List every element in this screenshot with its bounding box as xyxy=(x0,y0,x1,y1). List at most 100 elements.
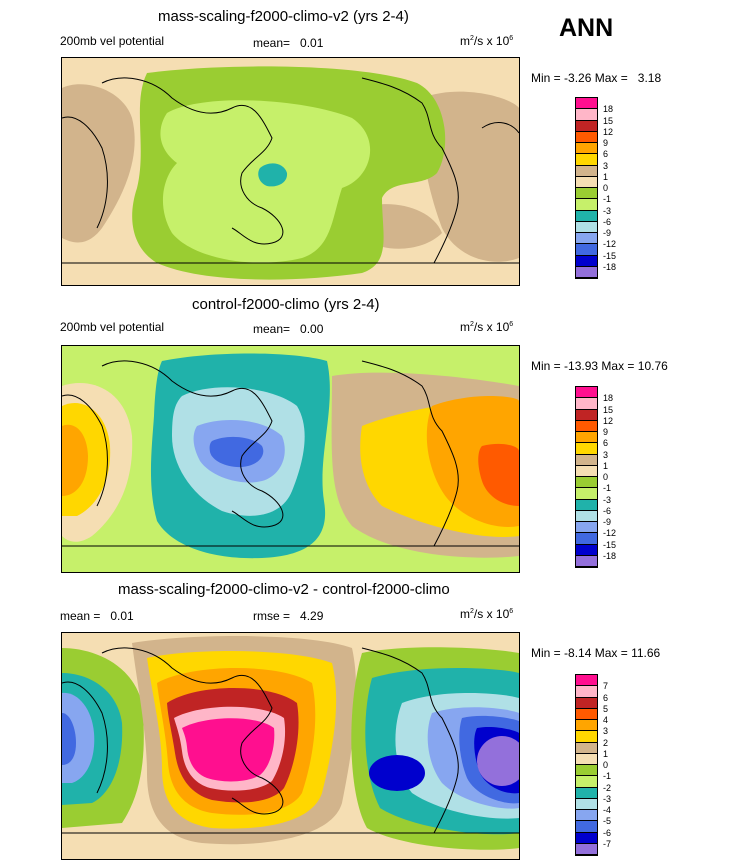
panel2-colorbar-label: -6 xyxy=(603,505,612,516)
panel3-minmax: Min = -8.14 Max = 11.66 xyxy=(531,646,661,660)
panel2-colorbar-label: 6 xyxy=(603,438,609,449)
panel3-colorbar-box xyxy=(576,843,597,855)
panel2-colorbar-label: 15 xyxy=(603,404,614,415)
panel1-contour-tan-west xyxy=(62,84,135,243)
panel1-mean-value: 0.01 xyxy=(300,36,324,50)
panel3-colorbar-label: -6 xyxy=(603,827,612,838)
panel2-colorbar-box xyxy=(576,443,597,455)
panel2-colorbar-box xyxy=(576,387,597,399)
panel3-contour-east-purple xyxy=(477,736,519,786)
panel1-colorbar-box xyxy=(576,176,597,188)
panel2-colorbar-box xyxy=(576,409,597,421)
panel2-mean: mean= 0.00 xyxy=(253,322,323,336)
panel1-colorbar-box xyxy=(576,255,597,267)
panel2-contour-west-orange2 xyxy=(62,424,88,496)
panel3-rmse-value: 4.29 xyxy=(300,609,324,623)
panel2-colorbar-box xyxy=(576,477,597,489)
panel2-colorbar-box xyxy=(576,454,597,466)
panel3-colorbar: 7 6 5 4 3 2 1 0 -1 -2 -3 -4 -5 -6 -7 xyxy=(575,674,611,856)
panel2-colorbar-label: 18 xyxy=(603,393,614,404)
panel2-minmax: Min = -13.93 Max = 10.76 xyxy=(531,359,668,373)
panel2-colorbar-label: 3 xyxy=(603,449,609,460)
panel1-colorbar-label: 1 xyxy=(603,171,609,182)
panel3-rmse-label: rmse = xyxy=(253,609,291,623)
panel1-colorbar-label: -15 xyxy=(603,250,617,261)
panel1-colorbar-box xyxy=(576,143,597,155)
panel3-colorbar-box xyxy=(576,821,597,833)
panel2-contour-darkblue xyxy=(209,436,264,468)
panel1-colorbar-box xyxy=(576,221,597,233)
panel3-colorbar-label: -2 xyxy=(603,782,612,793)
panel1-colorbar-label: 12 xyxy=(603,126,614,137)
panel2-colorbar-label: -3 xyxy=(603,494,612,505)
season-label: ANN xyxy=(559,14,614,42)
panel1-colorbar-box xyxy=(576,120,597,132)
panel2-colorbar-label: 0 xyxy=(603,472,609,482)
panel3-colorbar-label: 7 xyxy=(603,681,609,692)
panel3-colorbar-box xyxy=(576,765,597,777)
panel2-colorbar-box xyxy=(576,398,597,410)
panel3-contour-mid-darkblue xyxy=(369,755,425,791)
panel3-colorbar-box xyxy=(576,753,597,765)
panel3-colorbar-box xyxy=(576,742,597,754)
panel2-colorbar-box xyxy=(576,555,597,567)
panel3-colorbar-box xyxy=(576,697,597,709)
panel3-colorbar-label: 4 xyxy=(603,715,609,725)
panel3-colorbar-label: -3 xyxy=(603,793,612,804)
panel3-title: mass-scaling-f2000-climo-v2 - control-f2… xyxy=(118,581,450,598)
panel3-map xyxy=(61,632,520,860)
panel1-units: m2/s x 106 xyxy=(460,34,514,48)
panel1-contour-tan-east xyxy=(420,91,519,262)
panel1-colorbar-box xyxy=(576,244,597,256)
panel2-mean-label: mean= xyxy=(253,322,291,336)
panel3-colorbar-label: -5 xyxy=(603,816,612,827)
panel2-colorbar-label: 12 xyxy=(603,415,614,426)
panel2-colorbar-label: 9 xyxy=(603,427,609,437)
panel3-colorbar-box xyxy=(576,776,597,788)
panel3-colorbar-label: 2 xyxy=(603,737,609,748)
panel2-colorbar-label: -15 xyxy=(603,539,617,550)
panel3-colorbar-label: 3 xyxy=(603,726,609,737)
panel1-map xyxy=(61,57,520,286)
panel1-title: mass-scaling-f2000-climo-v2 (yrs 2-4) xyxy=(158,8,409,25)
panel3-colorbar-box xyxy=(576,675,597,687)
panel3-colorbar-label: 0 xyxy=(603,760,609,770)
panel3-colorbar-label: 5 xyxy=(603,703,609,714)
panel1-colorbar: 18 15 12 9 6 3 1 0 -1 -3 -6 -9 -12 -15 -18 xyxy=(575,97,616,279)
panel3-mean-value: 0.01 xyxy=(110,609,134,623)
panel1-mean-label: mean= xyxy=(253,36,291,50)
panel1-colorbar-box xyxy=(576,210,597,222)
panel1-colorbar-box xyxy=(576,154,597,166)
panel3-colorbar-label: 1 xyxy=(603,748,609,759)
panel3-mean: mean = 0.01 xyxy=(60,609,134,623)
panel2-colorbar-label: -18 xyxy=(603,550,617,561)
panel1-colorbar-box xyxy=(576,98,597,110)
panel3-colorbar-label: -1 xyxy=(603,771,612,782)
panel1-colorbar-box xyxy=(576,131,597,143)
panel2-mean-value: 0.00 xyxy=(300,322,324,336)
panel2-contour-east-red xyxy=(478,443,519,506)
panel2-variable-label: 200mb vel potential xyxy=(60,320,165,334)
panel2-colorbar: 18 15 12 9 6 3 1 0 -1 -3 -6 -9 -12 -15 -18 xyxy=(575,386,616,568)
panel3-colorbar-label: 6 xyxy=(603,692,609,703)
panel3-colorbar-box xyxy=(576,686,597,698)
panel1-colorbar-label: 18 xyxy=(603,104,614,115)
panel2-colorbar-label: -9 xyxy=(603,517,612,527)
panel1-colorbar-label: -6 xyxy=(603,216,612,227)
panel3-colorbar-box xyxy=(576,708,597,720)
panel1-minmax: Min = -3.26 Max = 3.18 xyxy=(531,71,662,85)
panel2-map xyxy=(61,345,520,573)
panel1-colorbar-box xyxy=(576,109,597,121)
panel2-colorbar-box xyxy=(576,533,597,545)
panel2-title: control-f2000-climo (yrs 2-4) xyxy=(192,296,380,313)
panel2-colorbar-box xyxy=(576,510,597,522)
panel1-colorbar-box xyxy=(576,199,597,211)
panel1-colorbar-label: 3 xyxy=(603,160,609,171)
panel1-colorbar-label: 15 xyxy=(603,115,614,126)
panel2-colorbar-box xyxy=(576,488,597,500)
panel3-colorbar-box xyxy=(576,810,597,822)
panel2-colorbar-box xyxy=(576,544,597,556)
panel1-colorbar-label: -18 xyxy=(603,261,617,272)
panel1-colorbar-box xyxy=(576,188,597,200)
panel3-colorbar-box xyxy=(576,798,597,810)
